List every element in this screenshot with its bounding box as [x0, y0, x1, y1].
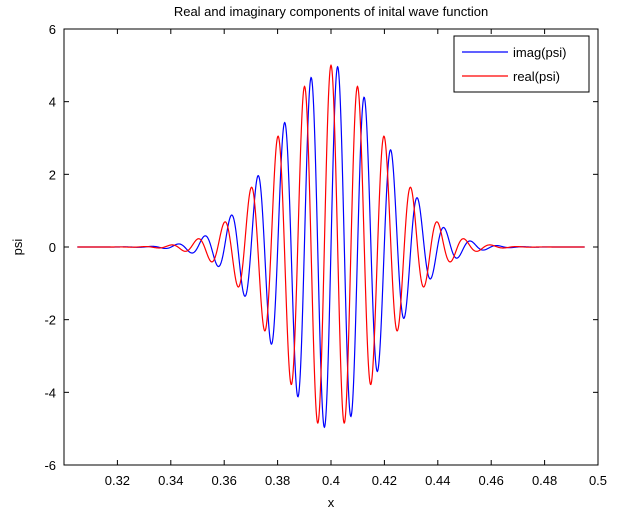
- series-line-real: [77, 64, 585, 424]
- y-tick-label: 2: [49, 167, 56, 182]
- series-layer: [77, 64, 585, 429]
- x-tick-label: 0.48: [532, 473, 557, 488]
- y-tick-label: -4: [44, 385, 56, 400]
- y-tick-label: 4: [49, 95, 56, 110]
- x-tick-label: 0.38: [265, 473, 290, 488]
- legend-box: [453, 35, 590, 93]
- x-tick-label: 0.4: [322, 473, 340, 488]
- x-tick-label: 0.44: [425, 473, 450, 488]
- ticks-layer: 0.32 0.34 0.36 0.38 0.4 0.42 0.44 0.46 0.48 0.5 -6…: [44, 22, 607, 488]
- chart-title: Real and imaginary components of inital …: [174, 4, 488, 19]
- x-tick-label: 0.42: [372, 473, 397, 488]
- legend-label-real: real(psi): [513, 69, 560, 84]
- legend-label-imag: imag(psi): [513, 45, 566, 60]
- x-tick-label: 0.34: [158, 473, 183, 488]
- x-axis-label: x: [328, 495, 335, 510]
- x-tick-label: 0.32: [105, 473, 130, 488]
- x-tick-label: 0.5: [589, 473, 607, 488]
- y-axis-label: psi: [10, 239, 25, 256]
- x-tick-label: 0.46: [479, 473, 504, 488]
- x-tick-label: 0.36: [212, 473, 237, 488]
- y-tick-label: 0: [49, 240, 56, 255]
- legend: imag(psi) real(psi): [453, 35, 590, 93]
- y-tick-label: 6: [49, 22, 56, 37]
- y-tick-label: -2: [44, 313, 56, 328]
- y-tick-label: -6: [44, 458, 56, 473]
